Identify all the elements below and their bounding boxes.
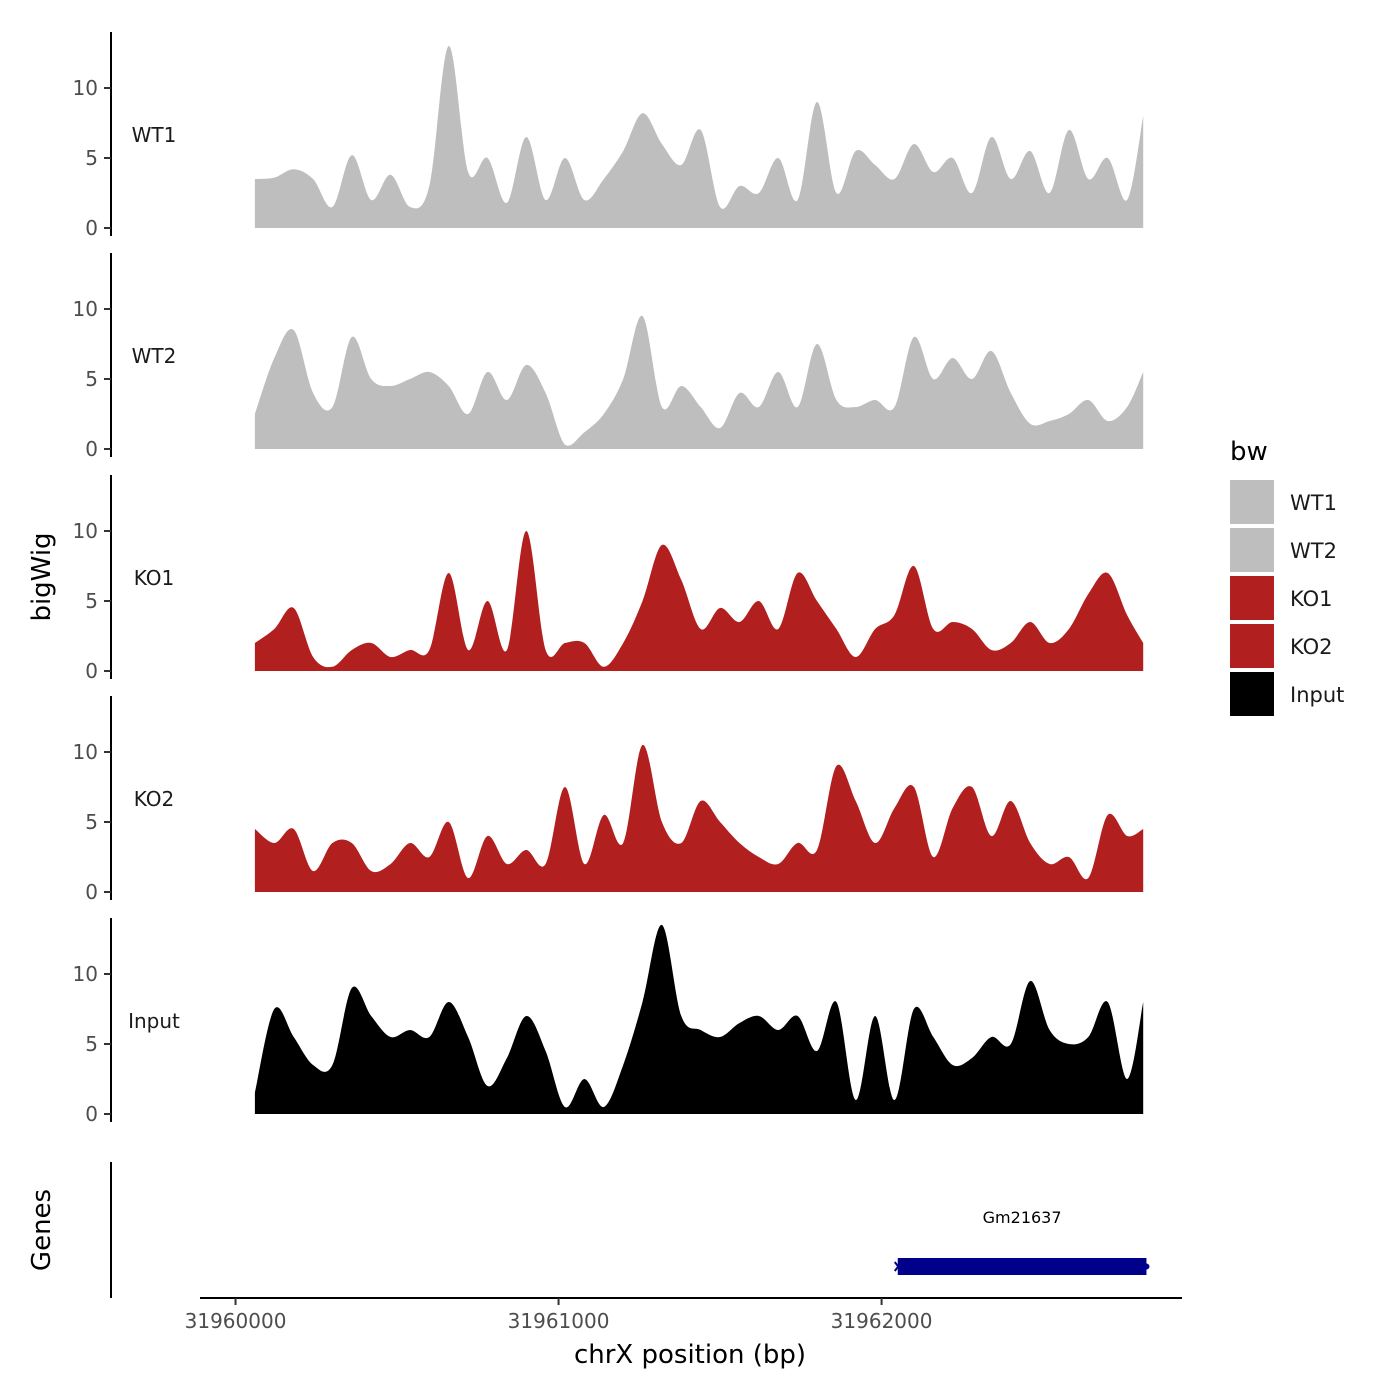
y-tick-label: 0	[85, 437, 98, 461]
legend-label-input: Input	[1290, 683, 1344, 707]
legend-label-wt2: WT2	[1290, 539, 1337, 563]
x-axis-title: chrX position (bp)	[574, 1340, 806, 1370]
x-tick-label: 31961000	[508, 1309, 610, 1333]
track-ko1: 0 5 10 KO1	[73, 475, 1144, 683]
x-tick-label: 31960000	[185, 1309, 287, 1333]
area-ko1	[254, 531, 1144, 671]
y-tick-label: 0	[85, 1102, 98, 1126]
y-tick-label: 5	[85, 810, 98, 834]
gene-end-marker	[1143, 1263, 1150, 1270]
y-axis-title: bigWig	[27, 532, 57, 621]
legend-label-ko2: KO2	[1290, 635, 1333, 659]
gene-marks: Gm21637	[893, 1208, 1150, 1275]
gene-gm21637-body	[897, 1258, 1147, 1275]
area-wt2	[254, 315, 1144, 449]
track-input: 0 5 10 Input	[73, 918, 1144, 1126]
y-tick-label: 10	[73, 76, 98, 100]
legend-items: WT1 WT2 KO1 KO2 Input	[1230, 480, 1344, 716]
genes-axis-title: Genes	[27, 1189, 57, 1271]
y-tick-label: 0	[85, 216, 98, 240]
y-tick-label: 0	[85, 880, 98, 904]
y-tick-label: 10	[73, 740, 98, 764]
legend-key-wt2	[1230, 528, 1274, 572]
legend-label-ko1: KO1	[1290, 587, 1333, 611]
legend-key-input	[1230, 672, 1274, 716]
legend: bw WT1 WT2 KO1 KO2 Input	[1230, 437, 1344, 716]
gene-strand-marker	[893, 1261, 903, 1272]
legend-key-ko1	[1230, 576, 1274, 620]
area-wt1	[254, 45, 1144, 228]
genes-panel: Genes Gm21637 31960000 31961000 31962000 c…	[27, 1162, 1182, 1370]
track-wt2: 0 5 10 WT2	[73, 253, 1144, 461]
track-ko2: 0 5 10 KO2	[73, 696, 1144, 904]
y-tick-label: 5	[85, 146, 98, 170]
y-tick-label: 10	[73, 962, 98, 986]
legend-key-wt1	[1230, 480, 1274, 524]
legend-title: bw	[1230, 437, 1268, 467]
x-ticks: 31960000 31961000 31962000	[185, 1298, 933, 1333]
gene-label: Gm21637	[983, 1208, 1062, 1227]
y-tick-label: 5	[85, 589, 98, 613]
legend-key-ko2	[1230, 624, 1274, 668]
y-tick-label: 10	[73, 519, 98, 543]
x-tick-label: 31962000	[831, 1309, 933, 1333]
track-label-wt2: WT2	[132, 344, 177, 368]
track-label-wt1: WT1	[132, 123, 177, 147]
y-tick-label: 10	[73, 297, 98, 321]
track-label-ko2: KO2	[134, 787, 175, 811]
area-input	[254, 924, 1144, 1114]
area-ko2	[254, 744, 1144, 892]
y-tick-label: 5	[85, 1032, 98, 1056]
y-tick-label: 0	[85, 659, 98, 683]
track-wt1: 0 5 10 WT1	[73, 32, 1144, 240]
y-tick-label: 5	[85, 367, 98, 391]
track-label-input: Input	[128, 1009, 180, 1033]
legend-label-wt1: WT1	[1290, 491, 1337, 515]
tracks-group: 0 5 10 WT1 0 5 10 WT2 0 5 10 KO1 0 5 10 KO2 0 5 10 Input	[73, 32, 1144, 1126]
track-label-ko1: KO1	[134, 566, 175, 590]
